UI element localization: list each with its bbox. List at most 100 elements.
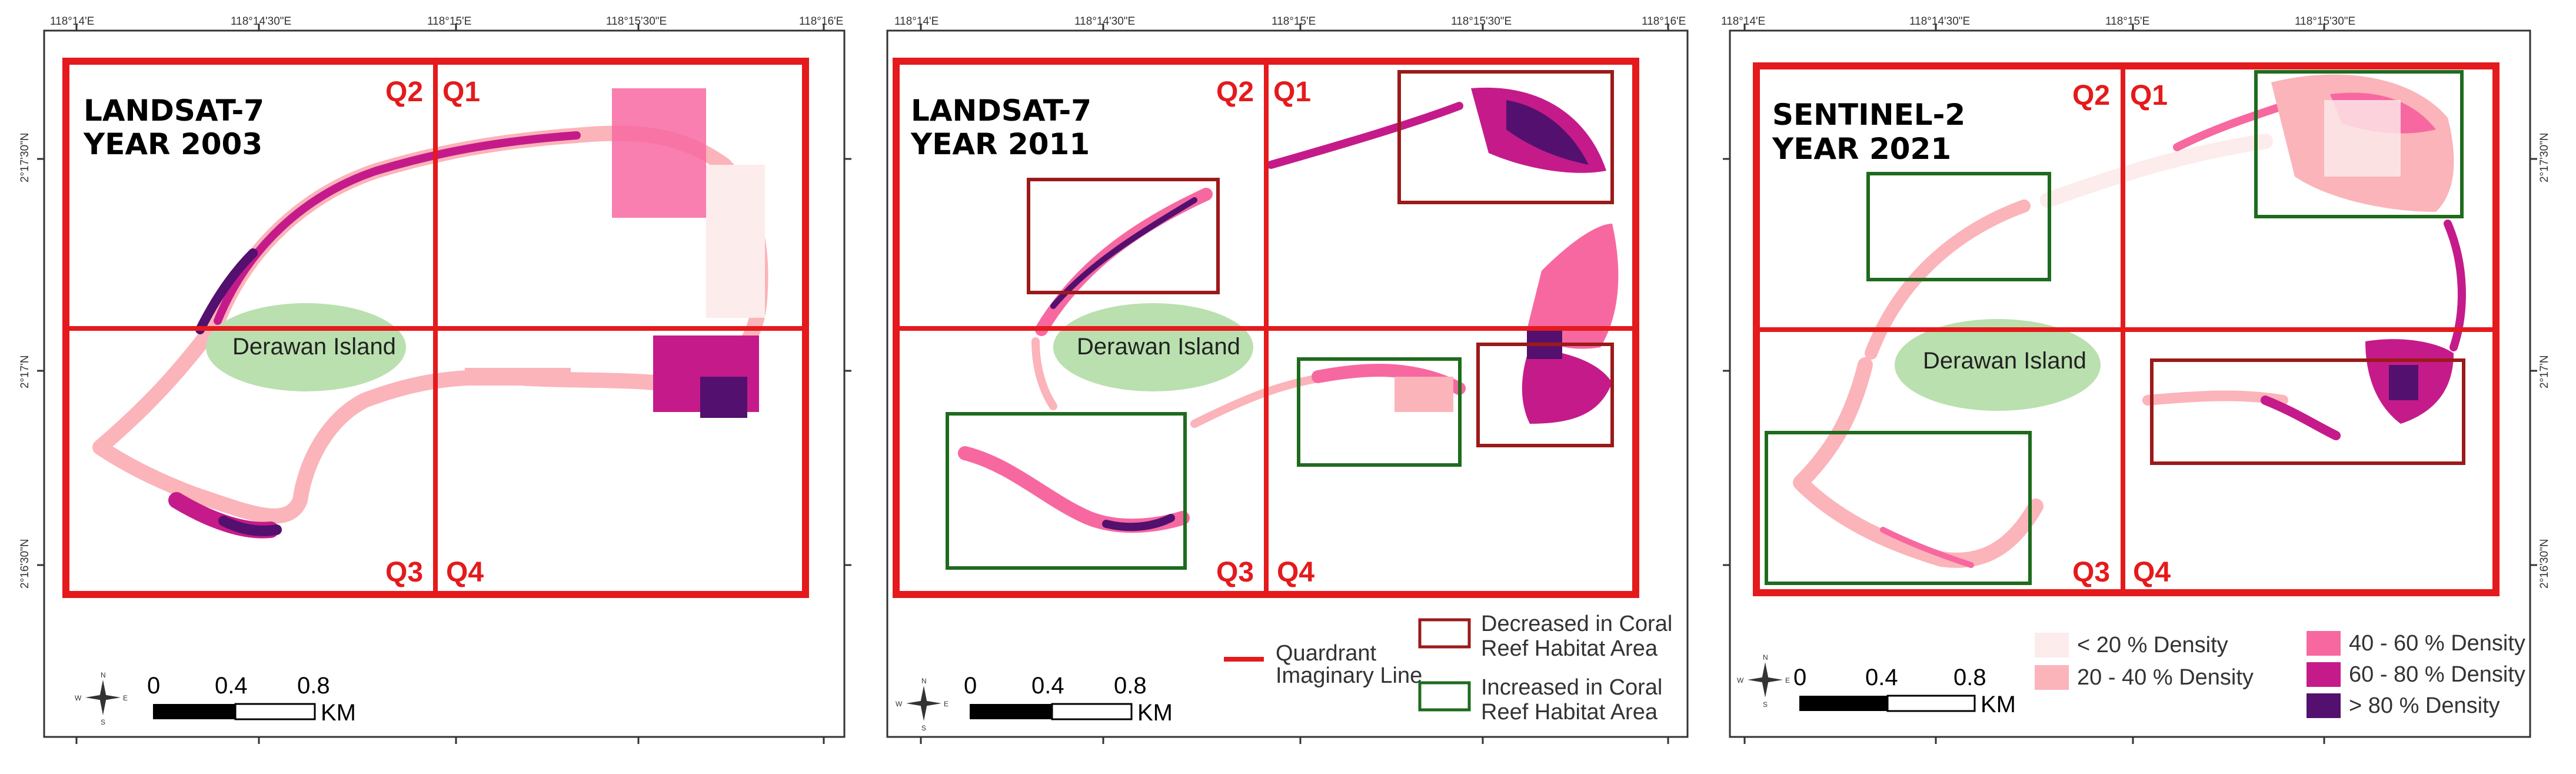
legend-density: < 20 % Density 20 - 40 % Density 40 - 60…: [2035, 631, 2525, 718]
legend-change: Quardrant Imaginary Line Decreased in Co…: [1224, 612, 1672, 725]
x-tick-label: 118°14'E: [894, 15, 938, 28]
quadrant-label-q3: Q3: [2072, 557, 2110, 588]
increased-area-box: [1765, 431, 2032, 585]
island-shape: [206, 303, 406, 391]
x-tick-label: 118°16'E: [799, 15, 843, 28]
x-tick-label: 118°14'E: [1721, 15, 1765, 28]
legend-decreased-1: Decreased in Coral: [1481, 612, 1672, 636]
svg-text:0.4: 0.4: [1865, 665, 1898, 690]
svg-text:W: W: [75, 694, 82, 702]
legend-increased-swatch: [1418, 681, 1471, 712]
legend-increased-2: Reef Habitat Area: [1481, 700, 1658, 725]
compass-icon: N S E W: [896, 677, 948, 732]
legend-swatch-60-80: [2307, 662, 2341, 687]
island-label: Derawan Island: [232, 334, 396, 360]
scale-bar: 0 0.4 0.8 KM: [964, 673, 1173, 726]
y-tick-label: 2°16'30"N: [19, 539, 31, 589]
reef-ring: [1793, 102, 2466, 568]
panel-title-line1: SENTINEL-2: [1772, 98, 1965, 132]
quadrant-label-q2: Q2: [1216, 77, 1254, 108]
decreased-area-box: [2150, 358, 2465, 465]
panel-title-line2: YEAR 2021: [1772, 132, 1951, 166]
x-tick-marks: [37, 24, 851, 744]
map-panel-2011: 118°14'E 118°14'30"E 118°15'E 118°15'30"…: [886, 15, 1689, 744]
increased-area-box: [1297, 357, 1462, 467]
legend-label-gt80: > 80 % Density: [2349, 693, 2500, 718]
x-tick-label: 118°15'30"E: [1451, 15, 1512, 28]
increased-area-box: [946, 412, 1187, 570]
legend-label-60-80: 60 - 80 % Density: [2349, 662, 2525, 687]
svg-text:W: W: [1737, 676, 1744, 685]
island-label: Derawan Island: [1077, 334, 1240, 360]
legend-label-20-40: 20 - 40 % Density: [2077, 665, 2254, 690]
x-tick-label: 118°14'E: [50, 15, 94, 28]
svg-text:E: E: [123, 694, 128, 702]
reef-cluster: [700, 377, 747, 418]
y-tick-label: 2°17'30"N: [2538, 132, 2551, 182]
scale-bar: 0 0.4 0.8 KM: [1793, 665, 2016, 717]
x-tick-label: 118°15'30"E: [606, 15, 667, 28]
x-tick-marks: [1723, 24, 2537, 744]
quadrant-label-q4: Q4: [1277, 557, 1314, 588]
x-tick-marks: [920, 24, 1669, 744]
quadrant-label-q2: Q2: [385, 77, 423, 108]
svg-text:S: S: [101, 718, 105, 726]
x-tick-label: 118°14'30"E: [231, 15, 291, 28]
svg-text:KM: KM: [321, 700, 356, 726]
legend-quadrant-line-2: Imaginary Line: [1276, 663, 1422, 688]
x-tick-label: 118°14'30"E: [1074, 15, 1135, 28]
reef-cluster: [1394, 377, 1453, 412]
reef-cluster: [612, 88, 706, 218]
legend-increased-1: Increased in Coral: [1481, 675, 1662, 700]
reef-cluster: [2389, 365, 2418, 400]
svg-text:N: N: [101, 671, 106, 679]
reef-cluster: [1506, 100, 1589, 165]
svg-text:0.8: 0.8: [1114, 673, 1147, 699]
x-tick-label: 118°15'E: [427, 15, 471, 28]
svg-text:E: E: [944, 700, 948, 708]
reef-cluster: [706, 165, 765, 318]
svg-text:0.8: 0.8: [1953, 665, 1986, 690]
svg-text:0.4: 0.4: [1031, 673, 1064, 699]
scale-bar: 0 0.4 0.8 KM: [147, 673, 356, 726]
legend-swatch-lt20: [2035, 633, 2069, 657]
svg-text:0: 0: [147, 673, 160, 699]
panel-title-line2: YEAR 2011: [910, 127, 1090, 161]
panel-title-line2: YEAR 2003: [83, 127, 262, 161]
quadrant-label-q3: Q3: [1216, 557, 1254, 588]
panel-title-line1: LANDSAT-7: [84, 94, 264, 128]
svg-text:N: N: [921, 677, 927, 685]
quadrant-label-q1: Q1: [442, 77, 480, 108]
quadrant-label-q4: Q4: [2133, 557, 2171, 588]
y-tick-label: 2°17'30"N: [19, 132, 31, 182]
reef-cluster: [465, 368, 571, 386]
legend-swatch-gt80: [2307, 693, 2341, 718]
svg-text:0.8: 0.8: [297, 673, 330, 699]
x-tick-label: 118°14'30"E: [1909, 15, 1970, 28]
svg-text:S: S: [1763, 700, 1768, 709]
svg-text:S: S: [921, 724, 926, 732]
y-tick-label: 2°17'N: [19, 355, 31, 388]
quadrant-label-q2: Q2: [2072, 80, 2110, 111]
decreased-area-box: [1397, 70, 1614, 204]
svg-text:W: W: [896, 700, 903, 708]
compass-icon: N S E W: [75, 671, 128, 726]
decreased-area-box: [1027, 178, 1220, 294]
increased-area-box: [2254, 70, 2464, 218]
quadrant-label-q3: Q3: [385, 557, 423, 588]
x-tick-label: 118°15'30"E: [2295, 15, 2355, 28]
svg-text:E: E: [1785, 676, 1790, 685]
panel-title-line1: LANDSAT-7: [911, 94, 1091, 128]
x-tick-label: 118°15'E: [1272, 15, 1316, 28]
legend-decreased-swatch: [1418, 618, 1471, 649]
island-label: Derawan Island: [1923, 348, 2086, 374]
quadrant-label-q1: Q1: [1273, 77, 1311, 108]
legend-swatch-40-60: [2307, 631, 2341, 656]
quadrant-label-q1: Q1: [2130, 80, 2168, 111]
map-panel-2003: 118°14'E 118°14'30"E 118°15'E 118°15'30"…: [19, 15, 851, 744]
x-tick-label: 118°15'E: [2105, 15, 2149, 28]
map-panel-2021: 118°14'E 118°14'30"E 118°15'E 118°15'30"…: [1721, 15, 2551, 744]
map-frame: [43, 29, 846, 738]
reef-cluster: [1522, 347, 1612, 424]
